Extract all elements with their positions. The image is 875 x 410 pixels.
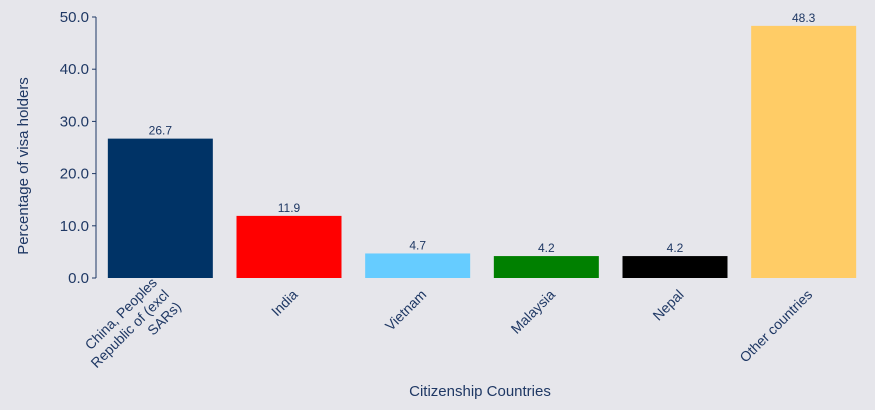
- y-tick-label: 40.0: [60, 61, 89, 78]
- x-category-label-line: India: [268, 286, 301, 319]
- x-category-label: Malaysia: [508, 286, 559, 337]
- bar: [622, 256, 728, 278]
- y-tick-label: 0.0: [68, 270, 89, 287]
- bar-value-label: 48.3: [792, 11, 816, 25]
- bar: [365, 253, 471, 278]
- bar: [751, 25, 857, 279]
- x-category-label: Nepal: [649, 286, 686, 323]
- y-tick-label: 20.0: [60, 166, 89, 183]
- y-tick-label: 10.0: [60, 218, 89, 235]
- x-category-label-line: Other countries: [736, 286, 815, 365]
- x-category-label-line: Malaysia: [508, 286, 559, 337]
- bar: [493, 256, 599, 278]
- bar-value-label: 4.7: [409, 238, 426, 252]
- y-tick-label: 30.0: [60, 113, 89, 130]
- x-axis-title: Citizenship Countries: [409, 383, 551, 400]
- y-tick-label: 50.0: [60, 9, 89, 26]
- x-category-label: Other countries: [736, 286, 815, 365]
- bars: [107, 25, 857, 279]
- x-category-label-line: Nepal: [649, 286, 686, 323]
- y-axis: 0.0 10.0 20.0 30.0 40.0 50.0: [60, 9, 97, 287]
- bar-value-label: 11.9: [278, 201, 301, 215]
- x-category-label: Vietnam: [382, 286, 429, 333]
- y-axis-title: Percentage of visa holders: [15, 77, 32, 255]
- bar: [236, 215, 342, 278]
- bar-value-label: 4.2: [538, 241, 555, 255]
- data-labels: 26.7 11.9 4.7 4.2 4.2 48.3: [149, 11, 816, 255]
- bar-value-label: 26.7: [149, 124, 173, 138]
- x-category-label: India: [268, 286, 301, 319]
- bar-value-label: 4.2: [667, 241, 684, 255]
- bar: [107, 138, 213, 278]
- x-category-label-line: Vietnam: [382, 286, 429, 333]
